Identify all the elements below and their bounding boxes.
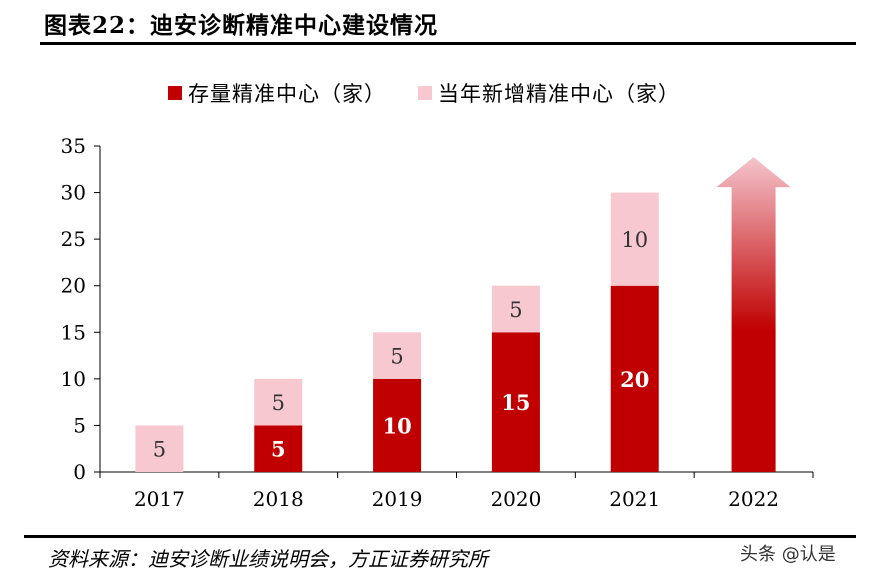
y-tick-label: 15 xyxy=(61,320,86,344)
bar-new xyxy=(610,192,659,286)
y-tick-label: 0 xyxy=(73,460,86,484)
data-label-new: 5 xyxy=(390,345,403,369)
bar-new xyxy=(491,285,540,333)
bar-existing xyxy=(254,425,303,472)
growth-arrow-group xyxy=(716,157,791,473)
bars xyxy=(135,192,659,472)
bar-new xyxy=(135,425,184,472)
y-tick-label: 5 xyxy=(73,413,86,437)
data-label-new: 10 xyxy=(621,228,648,252)
y-tick-label: 35 xyxy=(61,134,86,158)
y-tick-label: 30 xyxy=(61,181,86,205)
x-tick-label: 2021 xyxy=(609,487,660,511)
legend-label: 存量精准中心（家） xyxy=(188,82,386,106)
data-label-existing: 15 xyxy=(501,390,530,415)
bar-new xyxy=(373,332,422,379)
top-rule xyxy=(40,42,856,45)
axes: 0 5 10 15 20 25 30 35 2017 2018 2019 2020 2021 2022 xyxy=(61,134,814,511)
bar-new xyxy=(254,378,303,426)
x-tick-label: 2019 xyxy=(372,487,423,511)
y-tick-label: 20 xyxy=(61,274,86,298)
data-label-new: 5 xyxy=(153,438,166,462)
data-label-existing: 10 xyxy=(382,413,411,438)
bottom-rule xyxy=(24,535,856,538)
figure-title: 图表22：迪安诊断精准中心建设情况 xyxy=(44,12,439,39)
bar-existing xyxy=(610,285,659,472)
data-label-new: 5 xyxy=(272,391,285,415)
x-tick-label: 2017 xyxy=(134,487,185,511)
data-label-existing: 20 xyxy=(620,367,649,392)
y-tick-label: 10 xyxy=(61,367,86,391)
data-labels: 5 5 5 10 5 15 5 20 10 xyxy=(153,228,650,462)
bar-existing xyxy=(373,378,422,472)
watermark: 头条 @认是 xyxy=(740,544,836,565)
legend: 存量精准中心（家） 当年新增精准中心（家） xyxy=(168,82,680,106)
source-note: 资料来源：迪安诊断业绩说明会，方正证券研究所 xyxy=(48,547,488,571)
x-tick-label: 2022 xyxy=(728,487,779,511)
x-tick-label: 2018 xyxy=(253,487,304,511)
data-label-existing: 5 xyxy=(271,437,286,462)
legend-swatch xyxy=(168,86,182,100)
growth-arrow xyxy=(716,157,791,473)
data-label-new: 5 xyxy=(509,298,522,322)
bar-existing xyxy=(491,332,540,472)
legend-swatch xyxy=(418,86,432,100)
legend-label: 当年新增精准中心（家） xyxy=(438,82,680,106)
y-tick-label: 25 xyxy=(61,227,86,251)
x-tick-label: 2020 xyxy=(490,487,541,511)
